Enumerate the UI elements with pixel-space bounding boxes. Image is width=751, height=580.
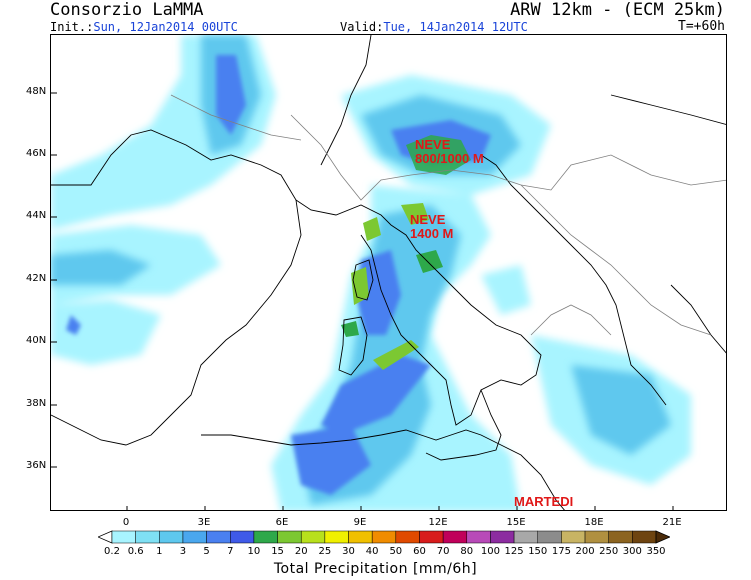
model-resolution-title: ARW 12km - (ECM 25km) xyxy=(510,0,725,20)
legend-swatch xyxy=(632,530,657,544)
legend-label: 5 xyxy=(203,546,210,557)
coastlines xyxy=(51,35,726,510)
legend-swatch xyxy=(277,530,302,544)
legend-label: 1 xyxy=(156,546,163,557)
forecast-hour: T=+60h xyxy=(678,19,725,34)
lon-label: 18E xyxy=(584,517,604,528)
legend-swatch xyxy=(419,530,444,544)
legend-swatch xyxy=(253,530,278,544)
snow-label-north-line1: NEVE xyxy=(415,137,451,152)
legend-swatch xyxy=(159,530,184,544)
legend-swatch xyxy=(561,530,586,544)
legend-label: 300 xyxy=(622,546,642,557)
snow-label-center: NEVE 1400 M xyxy=(410,213,453,241)
legend-swatch xyxy=(442,530,468,544)
init-label: Init.: xyxy=(50,20,94,34)
legend-label: 100 xyxy=(480,546,500,557)
map-canvas xyxy=(51,35,726,510)
snow-label-center-line2: 1400 M xyxy=(410,226,454,241)
legend-swatch xyxy=(490,530,515,544)
legend-label: 60 xyxy=(413,546,426,557)
legend-swatch xyxy=(584,530,609,544)
lat-ticks xyxy=(51,92,57,468)
legend-swatch xyxy=(608,530,633,544)
legend-label: 70 xyxy=(436,546,450,557)
legend-label: 40 xyxy=(365,546,379,557)
borders xyxy=(170,94,726,336)
legend-swatch xyxy=(513,530,538,544)
legend-label: 0.6 xyxy=(127,546,144,557)
legend-swatch xyxy=(206,530,231,544)
legend-label: 25 xyxy=(318,546,332,557)
legend-label: 30 xyxy=(342,546,355,557)
lon-label: 6E xyxy=(275,517,289,528)
snow-label-center-line1: NEVE xyxy=(410,212,446,227)
legend-arrow-low xyxy=(98,530,113,544)
valid-value: Tue, 14Jan2014 12UTC xyxy=(383,20,528,34)
legend-label: 175 xyxy=(551,546,571,557)
lat-label: 44N xyxy=(26,210,47,221)
lon-label: 3E xyxy=(197,517,211,528)
lat-label: 36N xyxy=(26,460,47,471)
lon-label: 9E xyxy=(353,517,367,528)
snow-label-north: NEVE 800/1000 M xyxy=(415,138,484,166)
legend-swatch xyxy=(111,530,136,544)
init-value: Sun, 12Jan2014 00UTC xyxy=(93,20,238,34)
legend-label: 80 xyxy=(460,546,474,557)
legend-label: 15 xyxy=(271,546,284,557)
legend-label: 0.2 xyxy=(104,546,120,557)
valid-time: Valid:Tue, 14Jan2014 12UTC xyxy=(340,20,528,34)
legend-swatch xyxy=(537,530,562,544)
lon-label: 12E xyxy=(428,517,448,528)
legend-colorbar xyxy=(98,530,670,544)
lat-label: 40N xyxy=(26,335,47,346)
legend-label: 350 xyxy=(646,546,666,557)
lat-label: 38N xyxy=(26,398,47,409)
lon-label: 0 xyxy=(122,517,130,528)
legend-swatch xyxy=(466,530,491,544)
lon-label: 21E xyxy=(662,517,682,528)
valid-label: Valid: xyxy=(340,20,384,34)
legend-swatch xyxy=(135,530,160,544)
legend-label: 150 xyxy=(528,546,548,557)
legend-label: 200 xyxy=(575,546,595,557)
lon-label: 15E xyxy=(506,517,526,528)
legend-label: 50 xyxy=(389,546,403,557)
legend-label: 3 xyxy=(179,546,187,557)
legend-swatch xyxy=(348,530,373,544)
lat-label: 46N xyxy=(26,148,47,159)
model-provider-title: Consorzio LaMMA xyxy=(50,0,204,20)
lat-label: 42N xyxy=(26,273,47,284)
legend-arrow-high xyxy=(655,530,670,544)
legend-label: 7 xyxy=(227,546,234,557)
legend-swatch xyxy=(300,530,326,544)
legend-title: Total Precipitation [mm/6h] xyxy=(273,561,478,577)
legend-swatch xyxy=(230,530,255,544)
legend-swatch xyxy=(395,530,420,544)
day-label: MARTEDI xyxy=(514,494,574,509)
legend-label: 20 xyxy=(294,546,308,557)
legend-swatch xyxy=(324,530,349,544)
precip-intense xyxy=(341,135,471,370)
lat-label: 48N xyxy=(26,86,47,97)
legend-label: 125 xyxy=(504,546,524,557)
legend-label: 10 xyxy=(247,546,261,557)
legend-label: 250 xyxy=(599,546,619,557)
legend-swatch xyxy=(371,530,397,544)
legend-swatch xyxy=(182,530,207,544)
precipitation-map xyxy=(50,34,727,511)
lon-ticks xyxy=(126,506,674,510)
init-time: Init.:Sun, 12Jan2014 00UTC xyxy=(50,20,238,34)
snow-label-north-line2: 800/1000 M xyxy=(415,151,484,166)
